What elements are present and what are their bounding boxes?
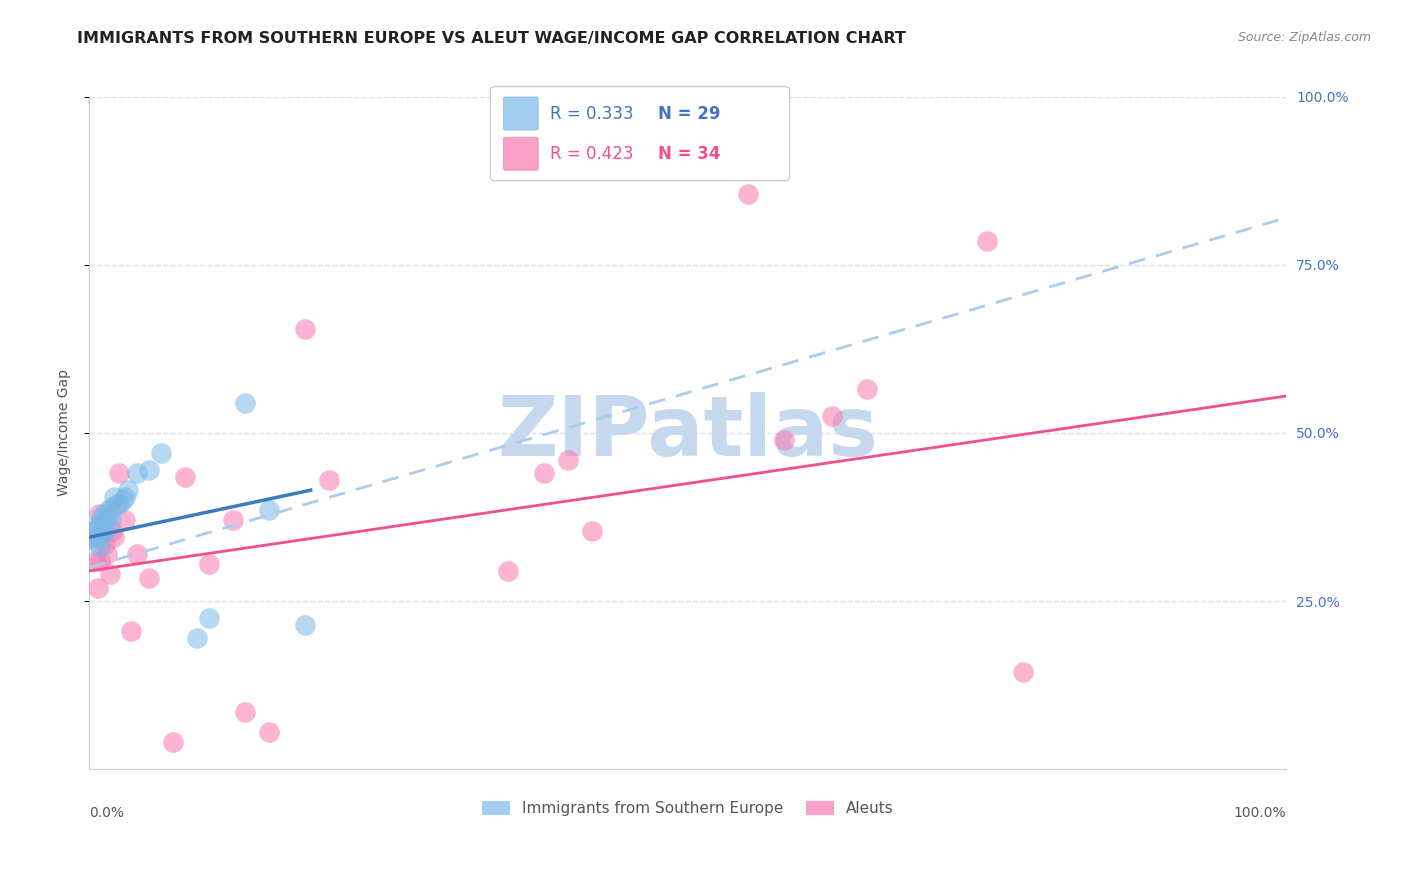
Point bbox=[96, 547, 118, 561]
Point bbox=[108, 467, 131, 481]
FancyBboxPatch shape bbox=[491, 87, 790, 181]
Text: R = 0.423: R = 0.423 bbox=[550, 145, 634, 162]
Point bbox=[150, 446, 173, 460]
Legend: Immigrants from Southern Europe, Aleuts: Immigrants from Southern Europe, Aleuts bbox=[477, 795, 900, 822]
Point bbox=[89, 541, 111, 555]
Point bbox=[84, 524, 107, 538]
Point bbox=[186, 631, 208, 645]
Point bbox=[557, 453, 579, 467]
Text: 0.0%: 0.0% bbox=[89, 806, 124, 821]
Point bbox=[976, 234, 998, 248]
Point bbox=[101, 500, 124, 514]
Point bbox=[533, 467, 555, 481]
FancyBboxPatch shape bbox=[503, 97, 538, 130]
Point bbox=[86, 520, 108, 534]
Point bbox=[111, 493, 134, 508]
Point bbox=[103, 530, 125, 544]
Text: ZIPatlas: ZIPatlas bbox=[498, 392, 879, 474]
Text: N = 29: N = 29 bbox=[658, 104, 720, 122]
Point bbox=[772, 433, 794, 447]
Point bbox=[86, 581, 108, 595]
Point bbox=[87, 507, 110, 521]
Point bbox=[120, 624, 142, 639]
Point bbox=[89, 554, 111, 568]
Point bbox=[856, 382, 879, 396]
Point bbox=[114, 490, 136, 504]
Point bbox=[86, 533, 108, 548]
Point bbox=[93, 507, 115, 521]
Point bbox=[114, 513, 136, 527]
Point bbox=[127, 467, 149, 481]
Point bbox=[233, 705, 256, 719]
Point bbox=[127, 547, 149, 561]
Point bbox=[94, 524, 117, 538]
Point bbox=[174, 469, 197, 483]
Point bbox=[233, 395, 256, 409]
Text: R = 0.333: R = 0.333 bbox=[550, 104, 634, 122]
Point bbox=[162, 735, 184, 749]
Point bbox=[91, 524, 114, 538]
Point bbox=[198, 611, 221, 625]
Text: Source: ZipAtlas.com: Source: ZipAtlas.com bbox=[1237, 31, 1371, 45]
Point bbox=[84, 554, 107, 568]
Point bbox=[82, 530, 104, 544]
Point bbox=[138, 571, 160, 585]
Point bbox=[96, 510, 118, 524]
Point bbox=[198, 557, 221, 571]
Text: 100.0%: 100.0% bbox=[1234, 806, 1286, 821]
Text: N = 34: N = 34 bbox=[658, 145, 720, 162]
Point bbox=[117, 483, 139, 498]
Point bbox=[294, 617, 316, 632]
Point bbox=[90, 510, 112, 524]
Point bbox=[82, 530, 104, 544]
Point bbox=[103, 490, 125, 504]
Point bbox=[91, 527, 114, 541]
Y-axis label: Wage/Income Gap: Wage/Income Gap bbox=[58, 369, 72, 497]
Point bbox=[496, 564, 519, 578]
Point bbox=[100, 513, 122, 527]
Point bbox=[101, 524, 124, 538]
Point bbox=[1012, 665, 1035, 679]
Point bbox=[138, 463, 160, 477]
Point bbox=[94, 537, 117, 551]
Point bbox=[820, 409, 842, 424]
Point bbox=[257, 503, 280, 517]
FancyBboxPatch shape bbox=[503, 137, 538, 170]
Point bbox=[318, 473, 340, 487]
Point bbox=[87, 516, 110, 531]
Point bbox=[222, 513, 245, 527]
Point bbox=[581, 524, 603, 538]
Point bbox=[105, 497, 128, 511]
Point bbox=[737, 187, 759, 202]
Point bbox=[98, 567, 121, 582]
Text: IMMIGRANTS FROM SOUTHERN EUROPE VS ALEUT WAGE/INCOME GAP CORRELATION CHART: IMMIGRANTS FROM SOUTHERN EUROPE VS ALEUT… bbox=[77, 31, 907, 46]
Point bbox=[94, 513, 117, 527]
Point bbox=[108, 497, 131, 511]
Point bbox=[257, 725, 280, 739]
Point bbox=[294, 322, 316, 336]
Point bbox=[97, 503, 120, 517]
